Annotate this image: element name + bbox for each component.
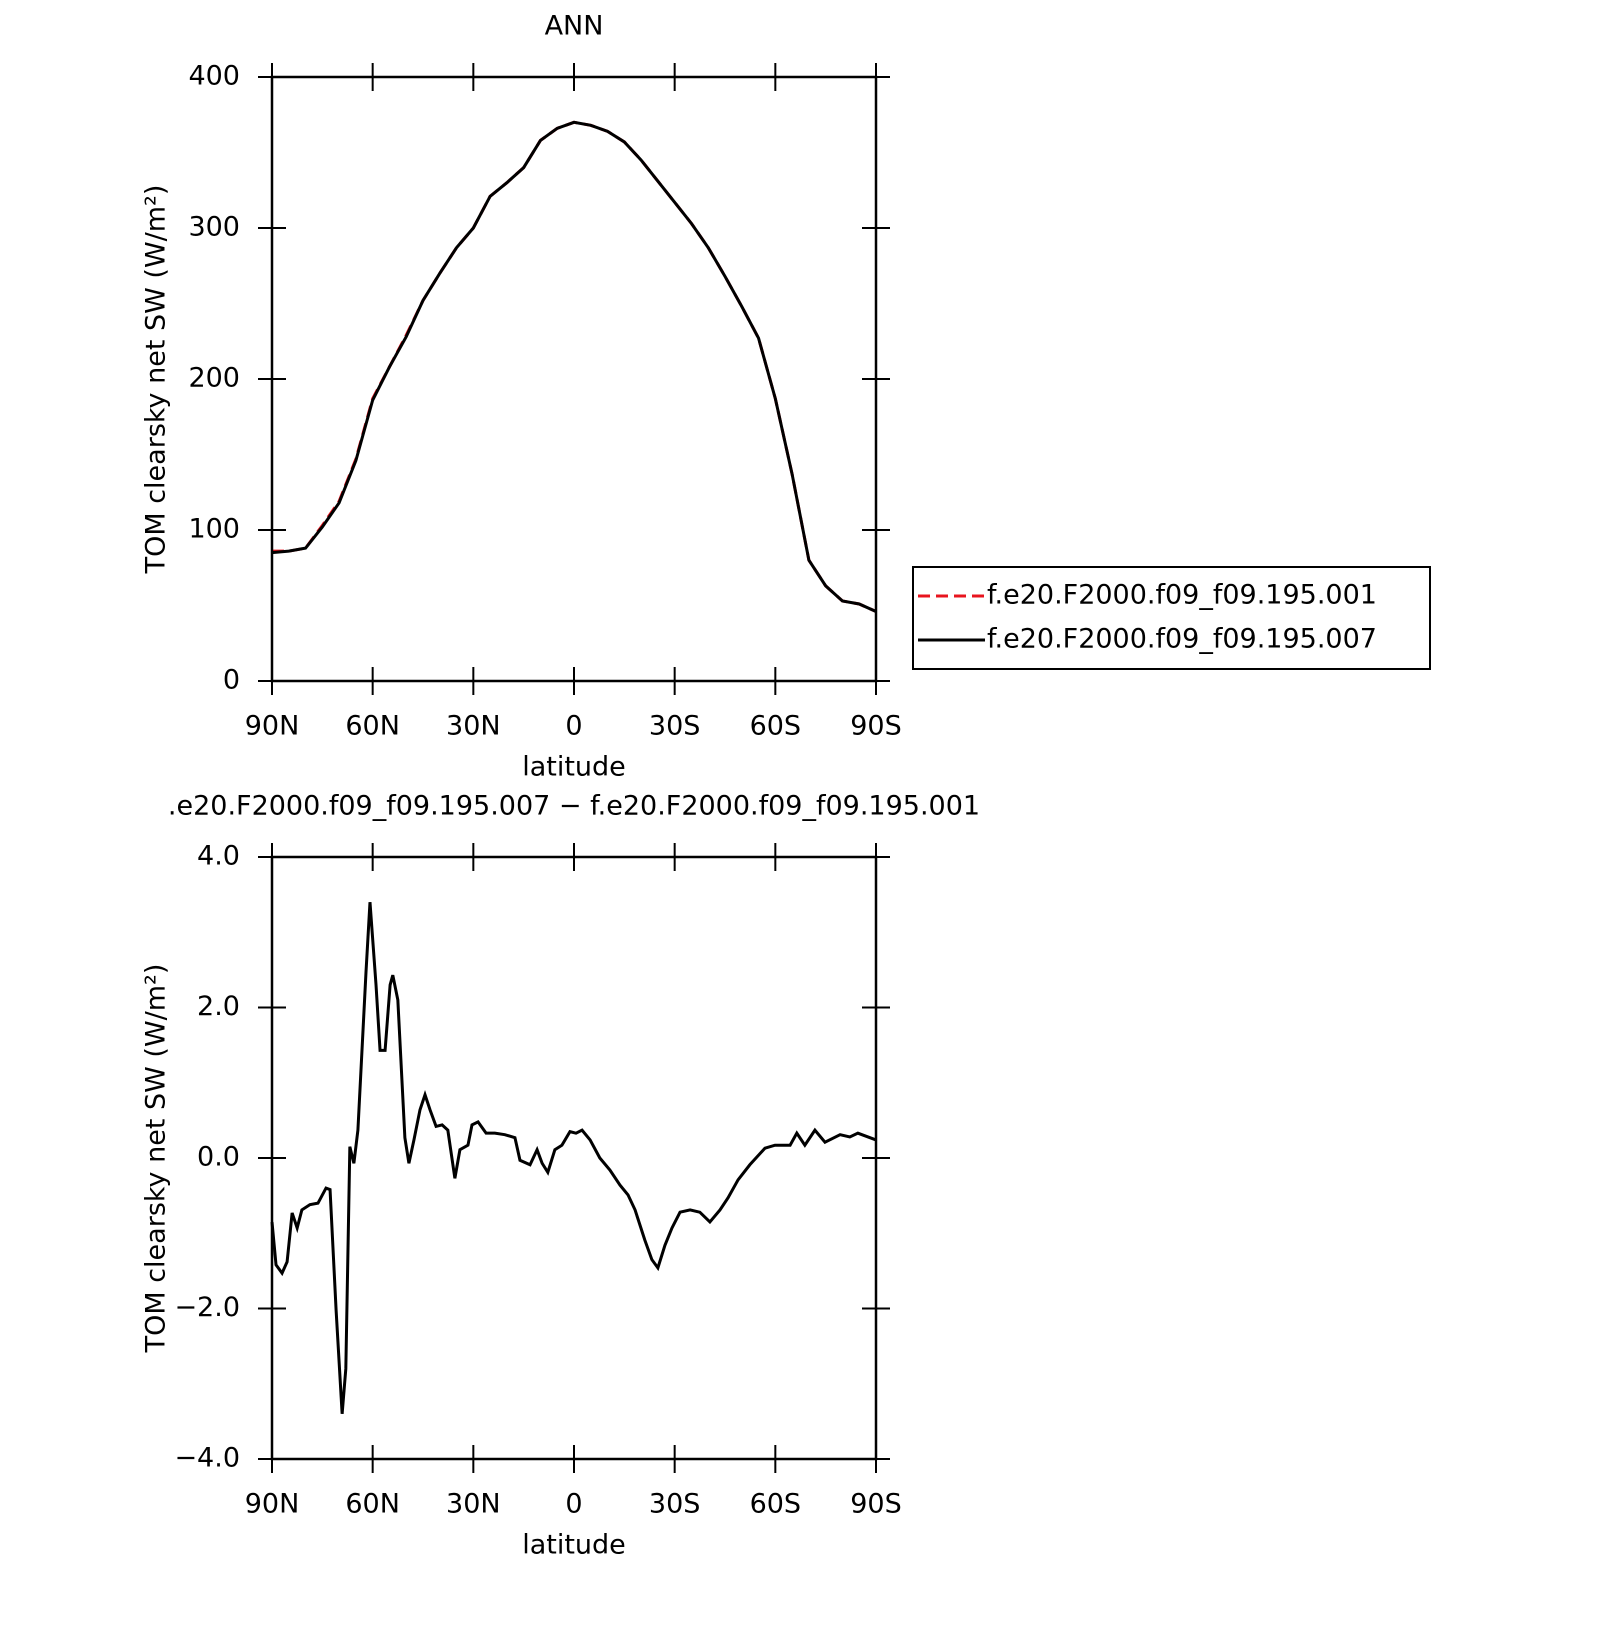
x-tick-label: 0 bbox=[565, 711, 582, 742]
y-tick-label: 400 bbox=[188, 61, 240, 92]
x-tick-label: 60S bbox=[750, 711, 802, 742]
x-tick-label: 90N bbox=[245, 1489, 300, 1520]
x-tick-label: 90S bbox=[850, 711, 902, 742]
plot-frame bbox=[270, 75, 878, 683]
plot-frame bbox=[270, 855, 878, 1461]
x-tick-label: 60N bbox=[345, 711, 400, 742]
y-axis-label: TOM clearsky net SW (W/m²) bbox=[141, 964, 172, 1354]
data-line bbox=[270, 902, 877, 1414]
x-tick-label: 90S bbox=[850, 1489, 902, 1520]
y-tick-label: −4.0 bbox=[174, 1443, 240, 1474]
legend-box bbox=[912, 566, 1431, 670]
y-tick-label: 100 bbox=[188, 514, 240, 545]
data-line bbox=[272, 120, 877, 613]
y-tick-label: −2.0 bbox=[174, 1292, 240, 1323]
y-axis-label: TOM clearsky net SW (W/m²) bbox=[141, 185, 172, 575]
data-line bbox=[271, 120, 877, 613]
x-tick-label: 60S bbox=[750, 1489, 802, 1520]
x-tick-label: 30S bbox=[649, 1489, 701, 1520]
y-tick-label: 300 bbox=[188, 212, 240, 243]
legend-label: f.e20.F2000.f09_f09.195.001 bbox=[987, 580, 1377, 611]
chart-title: .e20.F2000.f09_f09.195.007 − f.e20.F2000… bbox=[168, 791, 980, 822]
x-tick-label: 30N bbox=[446, 1489, 501, 1520]
y-tick-label: 0.0 bbox=[197, 1142, 240, 1173]
x-tick-label: 30N bbox=[446, 711, 501, 742]
x-axis-label: latitude bbox=[522, 1530, 626, 1561]
x-tick-label: 30S bbox=[649, 711, 701, 742]
legend-label: f.e20.F2000.f09_f09.195.007 bbox=[987, 624, 1377, 655]
x-tick-label: 90N bbox=[245, 711, 300, 742]
y-tick-label: 0 bbox=[223, 665, 240, 696]
chart-title: ANN bbox=[545, 11, 604, 42]
x-tick-label: 60N bbox=[345, 1489, 400, 1520]
x-tick-label: 0 bbox=[565, 1489, 582, 1520]
y-tick-label: 2.0 bbox=[197, 991, 240, 1022]
y-tick-label: 4.0 bbox=[197, 841, 240, 872]
x-axis-label: latitude bbox=[522, 752, 626, 783]
y-tick-label: 200 bbox=[188, 363, 240, 394]
